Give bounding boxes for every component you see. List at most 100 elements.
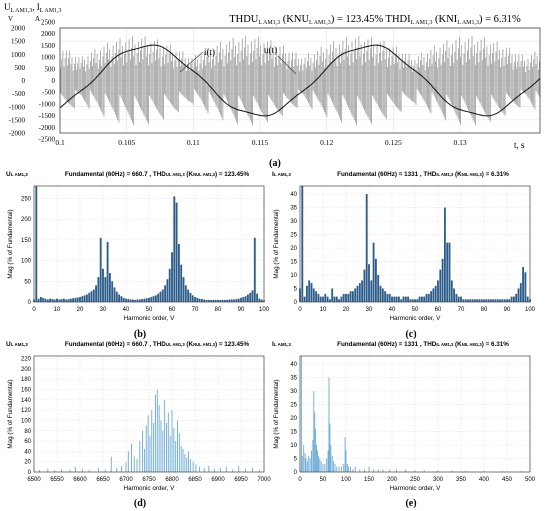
panel-a-current-curve (59, 44, 541, 117)
panel-c-bar (450, 280, 453, 302)
panel-c-bar (471, 299, 474, 302)
panel-c-xtick: 10 (320, 307, 327, 313)
panel-c-bar (351, 291, 354, 302)
panel-d-ytick: 60 (24, 439, 31, 445)
panel-e-xtick: 350 (456, 477, 467, 483)
panel-c-bar (407, 296, 410, 302)
panel-d-xtick: 6600 (73, 477, 87, 483)
panel-d-bar (192, 461, 194, 472)
panel-d-bar (208, 465, 210, 472)
panel-e-ytick: 0 (294, 470, 298, 476)
panel-a-annotation-u-pointer (277, 55, 297, 75)
panel-a-unit-right: A (35, 15, 40, 23)
panel-b-bar (235, 299, 238, 302)
panel-b-bar (240, 297, 242, 302)
panel-e-ytick: 35 (290, 376, 297, 382)
panel-d-bar (139, 441, 141, 472)
panel-d-bar (39, 469, 40, 472)
panel-b-bar (136, 299, 139, 302)
panel-e-xtick: 0 (298, 477, 302, 483)
panel-c-xtick: 70 (458, 307, 465, 313)
panel-e-ytick: 15 (290, 430, 297, 436)
panel-b-bar (111, 281, 114, 302)
panel-d-bar (169, 435, 171, 472)
panel-e-bar (315, 428, 317, 472)
panel-e-bar (311, 450, 312, 472)
panel-b-bar (196, 297, 199, 302)
panel-b-bar (200, 299, 203, 302)
panel-d-xtick: 6850 (188, 477, 202, 483)
panel-b-bar (81, 296, 84, 302)
panel-d-ytick: 0 (28, 470, 32, 476)
panel-c-bar (335, 296, 338, 302)
panel-c-bar (455, 293, 458, 302)
panel-c-bar (425, 293, 428, 302)
panel-d-bar (81, 468, 83, 472)
panel-d-bar (173, 428, 175, 472)
panel-c-bar (519, 283, 522, 302)
panel-b-bar (67, 299, 70, 302)
panel-d-bar (182, 448, 184, 472)
panel-c-bar (374, 258, 377, 302)
panel-b-bar (154, 295, 157, 302)
panel-d-ytick: 220 (21, 357, 32, 363)
panel-a-title: THDUL AM1,3 (KNUL AM1,3) = 123.45% THDIL… (229, 14, 521, 26)
panel-c-bar (420, 296, 423, 302)
panel-a-ytick-left: 1000 (11, 51, 26, 59)
panel-b-ytick: 200 (21, 217, 32, 223)
panel-d-bar (178, 433, 180, 472)
panel-b-bar (104, 277, 107, 302)
panel-e-bar (316, 445, 318, 472)
panel-c-bar (501, 299, 504, 302)
panel-e-bar (300, 356, 302, 472)
panel-c-bar (418, 296, 421, 302)
panel-b-bar (258, 298, 261, 302)
panel-c-bar (395, 296, 398, 302)
panel-e-bar (405, 469, 407, 472)
panel-c-bar (462, 299, 465, 302)
panel-c-bar (303, 296, 306, 302)
panel-c-ytick: 40 (290, 192, 297, 198)
panel-b-bar (171, 252, 173, 302)
panel-c-ytick: 15 (290, 260, 297, 266)
panel-c-bar (305, 285, 308, 302)
panel-c-ytick: 5 (294, 287, 298, 293)
panel-b-bar (217, 299, 219, 302)
panel-b-bar (120, 296, 123, 302)
panel-d-bar (69, 469, 71, 472)
panel-e-bar (322, 463, 324, 472)
panel-d-bar (147, 415, 149, 472)
panel-a-unit-left: V (8, 15, 13, 23)
panel-e-ytick: 5 (294, 457, 298, 463)
panel-a-voltage-series (60, 35, 540, 126)
panel-c-bar (372, 242, 375, 302)
panel-c-bar (333, 296, 336, 302)
panel-e-bar (465, 470, 467, 472)
panel-d-xtick: 6550 (50, 477, 64, 483)
panel-b-xtick: 0 (32, 307, 36, 313)
panel-a-annotation-u: u(t) (264, 45, 277, 55)
panel-c-xtick: 80 (481, 307, 488, 313)
panel-d-bar (97, 467, 99, 472)
panel-d-bar (188, 451, 190, 472)
panel-d-bar (127, 451, 129, 472)
panel-c-bar (326, 296, 329, 302)
panel-d-bar (203, 467, 205, 472)
panel-c-bar (391, 296, 393, 302)
panel-b-frame (33, 185, 265, 303)
panel-b-bar (85, 294, 88, 302)
panel-a-xtick: 0.11 (187, 138, 200, 147)
panel-c-bar (416, 299, 419, 302)
panel-a-xtick: 0.1 (55, 138, 65, 147)
panel-a-ytick-right: 2000 (41, 30, 56, 38)
panel-b-bar (49, 298, 52, 302)
panel-e-ylabel: Mag (% of Fundamental) (273, 379, 280, 448)
panel-e-bar (303, 445, 305, 472)
panel-c-bar (315, 291, 318, 302)
panel-c-bar (437, 280, 439, 302)
panel-e-bar (314, 412, 316, 472)
panel-d-xtick: 6900 (211, 477, 225, 483)
panel-b-bar (44, 298, 47, 302)
panel-e-bar (352, 469, 354, 472)
panel-d-bar (189, 459, 191, 472)
